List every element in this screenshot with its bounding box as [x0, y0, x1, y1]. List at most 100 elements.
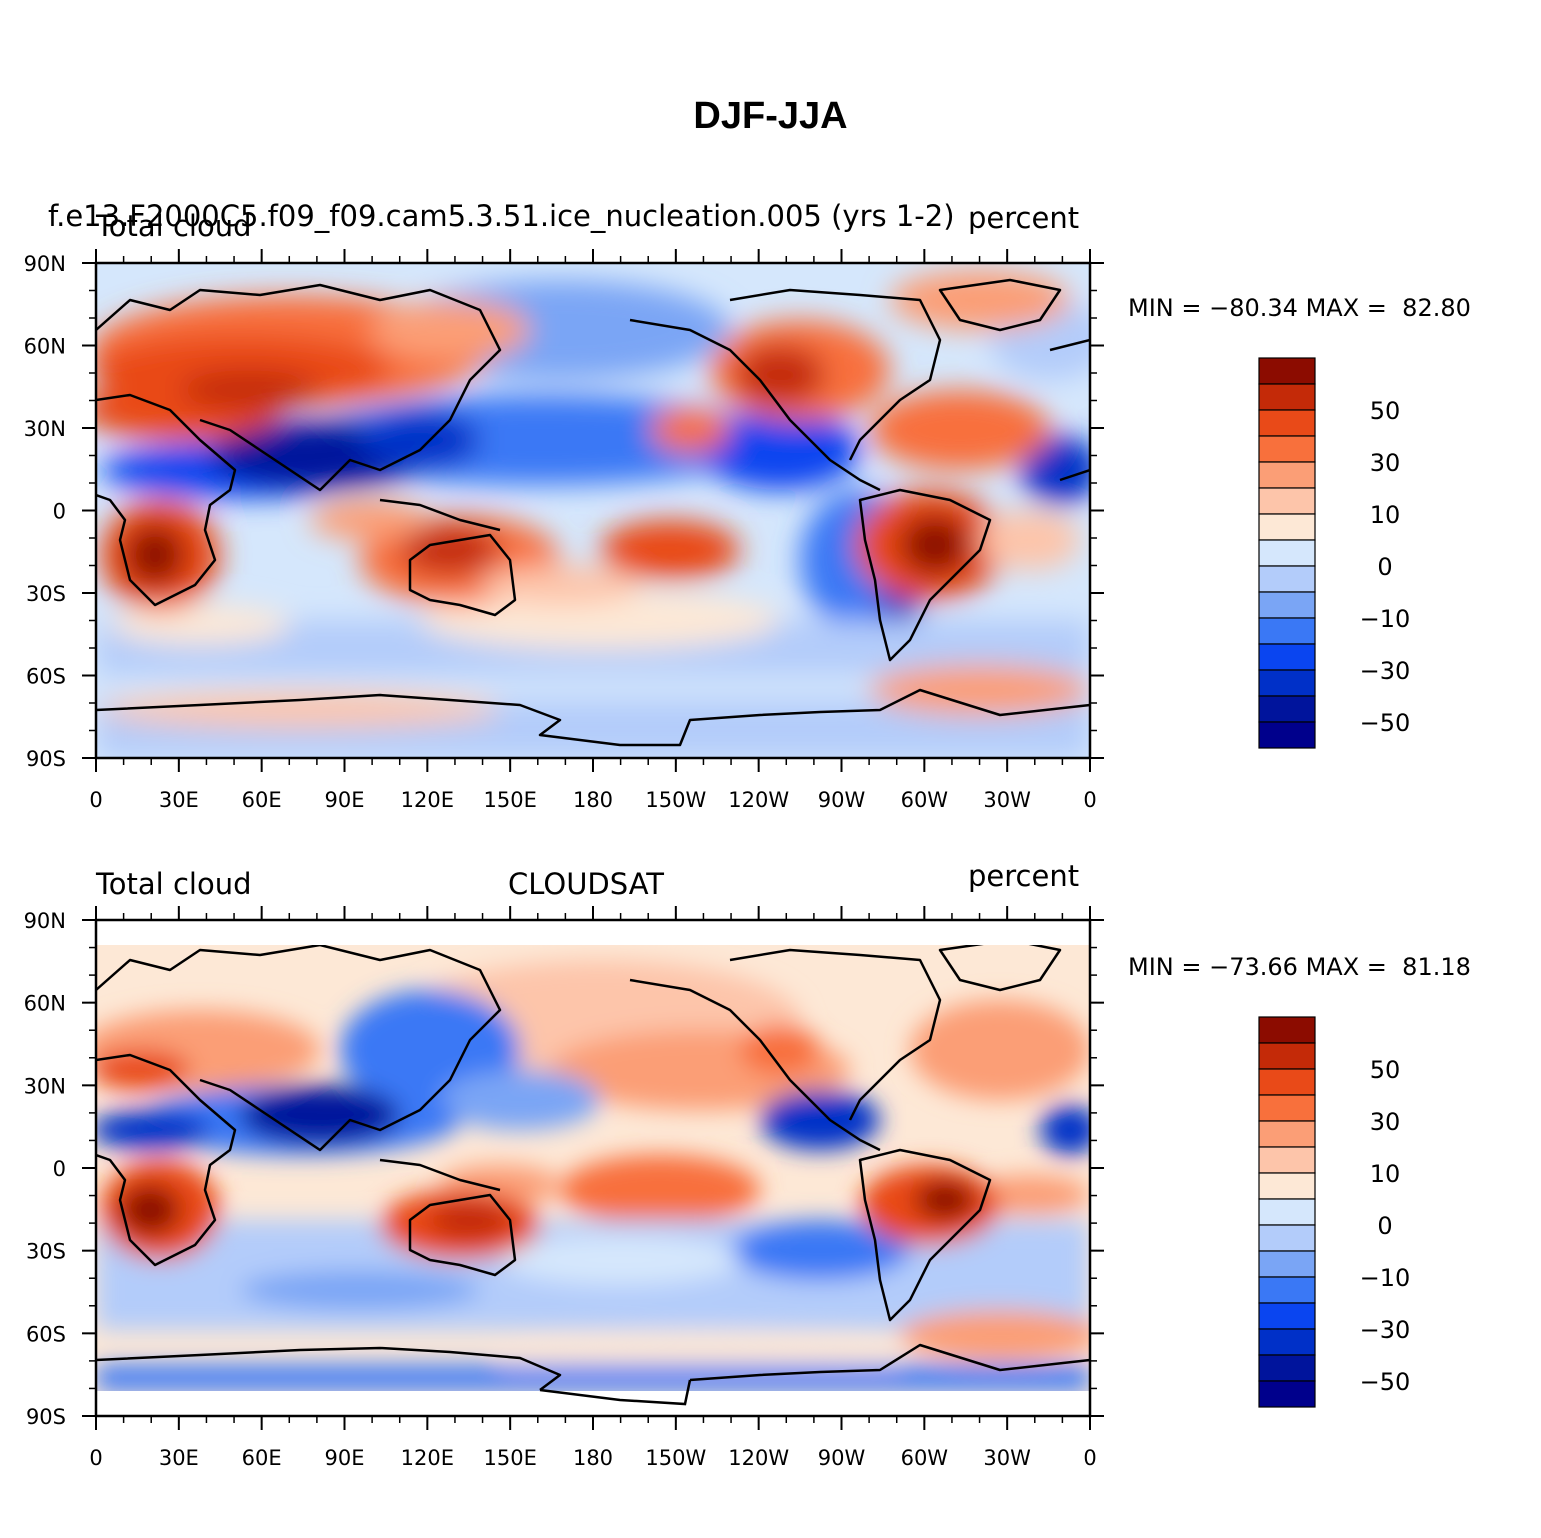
panel2-colorbar-swatch: [1258, 1328, 1316, 1356]
panel1-lon-label: 120W: [728, 788, 789, 812]
panel2-lon-label: 120E: [401, 1446, 454, 1470]
panel1-colorbar-swatch: [1258, 643, 1316, 671]
panel1-minmax: MIN = −80.34 MAX = 82.80: [1128, 296, 1471, 320]
panel2-colorbar-label: −30: [1360, 1316, 1411, 1344]
panel2-colorbar-label: 30: [1370, 1108, 1401, 1136]
panel2-colorbar-swatch: [1258, 1016, 1316, 1044]
panel2-lon-label: 150E: [483, 1446, 536, 1470]
panel1-lat-label: 90S: [26, 747, 66, 771]
panel1-colorbar-swatch: [1258, 617, 1316, 645]
panel2-lon-label: 60E: [242, 1446, 282, 1470]
panel2-minmax: MIN = −73.66 MAX = 81.18: [1128, 955, 1471, 979]
panel1-lat-label: 60S: [26, 665, 66, 689]
panel2-lat-label: 90S: [26, 1405, 66, 1429]
panel1-colorbar-label: 30: [1370, 449, 1401, 477]
panel1-min-label: MIN =: [1128, 294, 1202, 322]
panel1-field: [96, 263, 1090, 758]
page-title: DJF-JJA: [693, 95, 848, 137]
panel2-colorbar-swatch: [1258, 1068, 1316, 1096]
panel2-colorbar-swatch: [1258, 1198, 1316, 1226]
panel2-colorbar-swatch: [1258, 1120, 1316, 1148]
panel1-lon-label: 60W: [901, 788, 949, 812]
panel2-right-label: percent: [968, 859, 1080, 893]
panel1-colorbar-label: −10: [1360, 605, 1411, 633]
panel2-colorbar-label: −10: [1360, 1264, 1411, 1292]
panel2-colorbar-swatch: [1258, 1302, 1316, 1330]
panel2-colorbar-swatch: [1258, 1250, 1316, 1278]
panel1-lon-label: 30E: [159, 788, 199, 812]
panel2-colorbar-swatch: [1258, 1354, 1316, 1382]
panel1-lon-label: 90E: [325, 788, 365, 812]
panel2-colorbar-label: 50: [1370, 1056, 1401, 1084]
panel2-colorbar-swatch: [1258, 1276, 1316, 1304]
panel1-colorbar-swatch: [1258, 383, 1316, 411]
panel2-lon-label: 30W: [983, 1446, 1031, 1470]
panel1-lon-label: 30W: [983, 788, 1031, 812]
panel1-lon-label: 180: [573, 788, 613, 812]
panel2-coastlines: [96, 945, 1090, 1391]
panel2-left-label: Total cloud: [96, 867, 252, 901]
panel1-axes: 0 30E 60E 90E 120E 150E 180 150W 120W 90W 60W 30W 09…: [24, 249, 1104, 812]
panel1-lat-label: 90N: [24, 252, 66, 276]
panel1-colorbar-label: −50: [1360, 709, 1411, 737]
panel2-lon-label: 0: [1083, 1446, 1096, 1470]
panel2-colorbar-swatch: [1258, 1146, 1316, 1174]
panel2-colorbar-label: 10: [1370, 1160, 1401, 1188]
panel2-colorbar-swatch: [1258, 1172, 1316, 1200]
panel1-max-label: MAX =: [1305, 294, 1387, 322]
panel1-colorbar-swatch: [1258, 409, 1316, 437]
panel2-lon-label: 30E: [159, 1446, 199, 1470]
panel1-min-value: −80.34: [1209, 294, 1298, 322]
panel2-lon-label: 60W: [901, 1446, 949, 1470]
panel1-colorbar-label: 50: [1370, 397, 1401, 425]
panel2-antarctic-coast: [539, 1379, 692, 1406]
panel2-lon-label: 180: [573, 1446, 613, 1470]
panel1-colorbar-swatch: [1258, 357, 1316, 385]
panel1-lon-label: 60E: [242, 788, 282, 812]
panel1-colorbar-swatch: [1258, 591, 1316, 619]
panel2-max-value: 81.18: [1402, 953, 1471, 981]
panel2-lon-label: 90E: [325, 1446, 365, 1470]
panel1-colorbar-label: 0: [1377, 553, 1392, 581]
panel2-colorbar-swatch: [1258, 1224, 1316, 1252]
panel2-lon-label: 0: [89, 1446, 102, 1470]
panel1-colorbar-label: −30: [1360, 657, 1411, 685]
panel2-lat-label: 30S: [26, 1240, 66, 1264]
panel2-lat-label: 90N: [24, 909, 66, 933]
panel1-lon-label: 150E: [483, 788, 536, 812]
panel1-lon-label: 90W: [818, 788, 866, 812]
panel2-min-label: MIN =: [1128, 953, 1202, 981]
panel1-colorbar-swatch: [1258, 695, 1316, 723]
panel1-max-value: 82.80: [1402, 294, 1471, 322]
panel1-colorbar-label: 10: [1370, 501, 1401, 529]
panel2-colorbar-label: 0: [1377, 1212, 1392, 1240]
panel1-colorbar-swatch: [1258, 669, 1316, 697]
panel1-coastlines: [96, 278, 1090, 747]
panel2-lat-label: 30N: [24, 1074, 66, 1098]
panel2-colorbar-label: −50: [1360, 1368, 1411, 1396]
panel1-lon-label: 0: [89, 788, 102, 812]
panel2-center-label: CLOUDSAT: [508, 867, 665, 901]
panel2-lat-label: 0: [53, 1157, 66, 1181]
panel2-min-value: −73.66: [1209, 953, 1298, 981]
panel1-colorbar-swatch: [1258, 487, 1316, 515]
panel1-lon-label: 120E: [401, 788, 454, 812]
panel1-colorbar-swatch: [1258, 565, 1316, 593]
panel2-lon-label: 150W: [645, 1446, 706, 1470]
panel2-colorbar-swatch: [1258, 1380, 1316, 1408]
panel2-colorbar-swatch: [1258, 1042, 1316, 1070]
panel2-lat-label: 60S: [26, 1322, 66, 1346]
panel2-field: [96, 945, 1090, 1391]
panel1-right-label: percent: [968, 201, 1080, 235]
panel2-colorbar: 50 30 10 0 −10 −30 −50: [1258, 1016, 1411, 1408]
panel2-lon-label: 120W: [728, 1446, 789, 1470]
panel1-lat-label: 0: [53, 500, 66, 524]
panel2-axes: 0 30E 60E 90E 120E 150E 180 150W 120W 90W 60W 30W 09…: [24, 906, 1104, 1470]
panel1-colorbar-swatch: [1258, 435, 1316, 463]
panel2-lon-label: 90W: [818, 1446, 866, 1470]
panel1-left-label: Total cloud: [96, 209, 252, 243]
panel2-max-label: MAX =: [1305, 953, 1387, 981]
panel1-colorbar: 50 30 10 0 −10 −30 −50: [1258, 357, 1411, 749]
panel2-lat-label: 60N: [24, 992, 66, 1016]
